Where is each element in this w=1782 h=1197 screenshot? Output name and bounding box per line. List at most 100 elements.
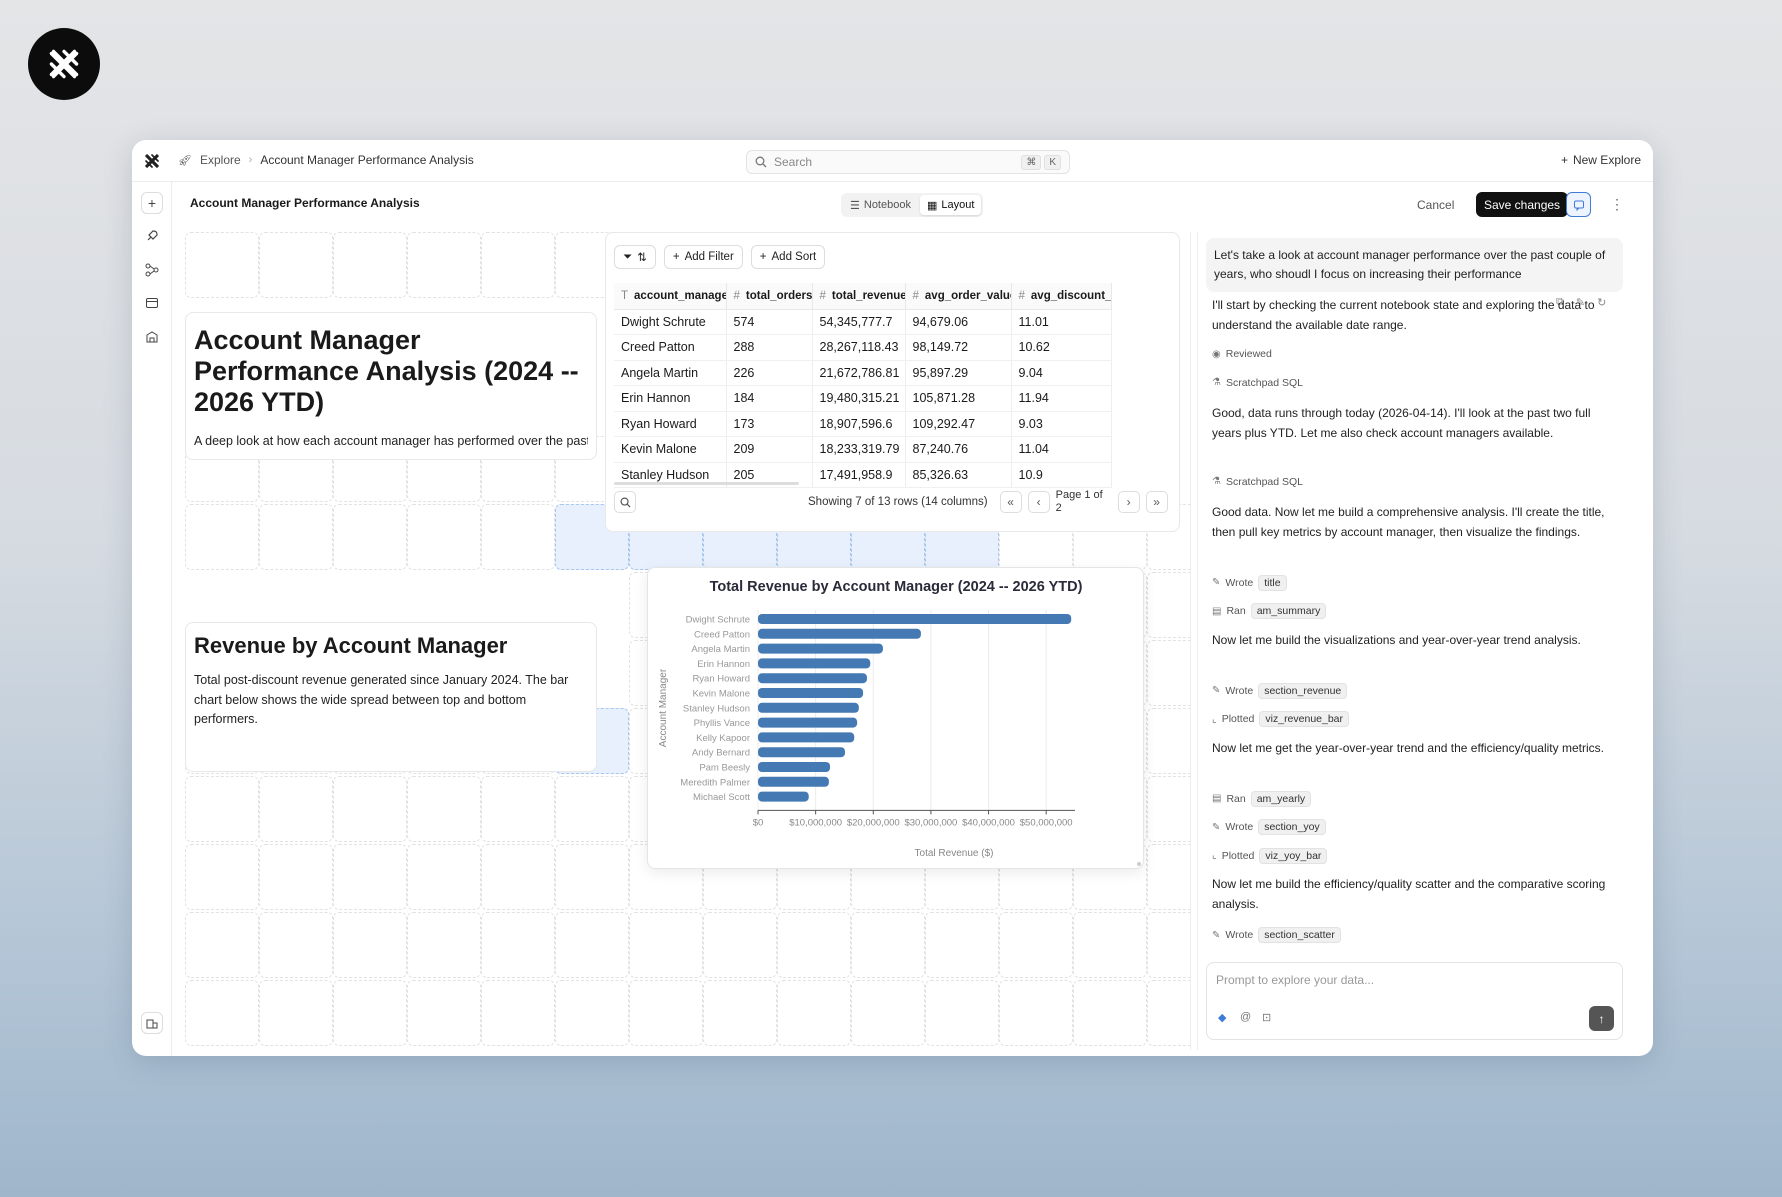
revenue-chart-card[interactable]: Total Revenue by Account Manager (2024 -…	[647, 567, 1144, 869]
breadcrumb-current[interactable]: Account Manager Performance Analysis	[260, 153, 474, 167]
table-cell: 105,871.28	[905, 385, 1012, 412]
workflow-icon[interactable]	[141, 259, 163, 281]
table-row[interactable]: Angela Martin 226 21,672,786.81 95,897.29 9.…	[614, 360, 1112, 386]
tool-call[interactable]: ⚗ Scratchpad SQL	[1212, 377, 1303, 389]
breadcrumb-explore[interactable]: Explore	[199, 153, 241, 167]
tool-call[interactable]: ✎ Wrote section_scatter	[1212, 927, 1341, 943]
table-cell: Kevin Malone	[614, 436, 727, 463]
category-label: Creed Patton	[694, 629, 750, 640]
table-cell: 10.9	[1011, 462, 1112, 488]
add-sort-button[interactable]: + Add Sort	[750, 245, 826, 269]
grid-cell	[1147, 844, 1190, 910]
tool-call[interactable]: ✎ Wrote title	[1212, 574, 1287, 591]
comment-icon[interactable]	[1566, 192, 1591, 217]
grid-cell	[999, 912, 1073, 978]
search-icon	[755, 156, 767, 168]
tool-call[interactable]: ⌞ Plotted viz_yoy_bar	[1212, 847, 1328, 864]
table-row[interactable]: Erin Hannon 184 19,480,315.21 105,871.28 11.…	[614, 385, 1112, 412]
assistant-message: I'll start by checking the current noteb…	[1212, 298, 1595, 332]
last-page-icon[interactable]: »	[1145, 491, 1168, 513]
x-tick-label: $30,000,000	[904, 817, 957, 828]
rocket-nav-icon[interactable]	[141, 225, 163, 247]
chevron-right-icon: ›	[248, 154, 253, 166]
database-icon: ▤	[1212, 793, 1222, 804]
grid-cell	[185, 232, 259, 298]
column-header-avg_discount_pc[interactable]: # avg_discount_pc	[1011, 283, 1112, 310]
copy-icon[interactable]: ⧉	[1556, 296, 1564, 308]
column-header-total_revenue[interactable]: # total_revenue	[812, 283, 906, 310]
bar-meredith-palmer	[758, 776, 829, 787]
category-label: Meredith Palmer	[680, 777, 750, 788]
tool-verb: Scratchpad SQL	[1225, 376, 1304, 389]
agent-icon[interactable]: ◆	[1218, 1012, 1227, 1024]
search-input[interactable]: Search ⌘ K	[746, 150, 1070, 174]
tool-verb: Ran	[1226, 792, 1246, 805]
column-header-avg_order_value[interactable]: # avg_order_value	[905, 283, 1012, 310]
new-explore-button[interactable]: + New Explore	[1561, 153, 1641, 167]
table-row[interactable]: Dwight Schrute 574 54,345,777.7 94,679.06 11…	[614, 309, 1112, 335]
revenue-section-card[interactable]: Revenue by Account Manager Total post-di…	[185, 622, 597, 772]
send-button[interactable]: ↑	[1589, 1006, 1614, 1031]
table-row[interactable]: Ryan Howard 173 18,907,596.6 109,292.47 9.03	[614, 411, 1112, 437]
refresh-icon[interactable]: ↻	[1597, 297, 1607, 309]
tool-call[interactable]: ✎ Wrote section_revenue	[1212, 682, 1348, 699]
more-options-icon[interactable]: ⋮	[1610, 196, 1624, 212]
filter-sort-toggle[interactable]: ⏷ ⇅	[614, 245, 656, 269]
column-type-icon: #	[819, 289, 826, 302]
tool-call[interactable]: ▤ Ran am_summary	[1212, 603, 1327, 619]
assistant-message: Now let me build the efficiency/quality …	[1212, 877, 1606, 911]
add-icon[interactable]: +	[141, 192, 163, 214]
grid-cell	[259, 980, 333, 1046]
tool-call[interactable]: ⌞ Plotted viz_revenue_bar	[1212, 711, 1350, 727]
mention-icon[interactable]: @	[1240, 1011, 1252, 1023]
prompt-box[interactable]: Prompt to explore your data... ◆ @ ⊡ ↑	[1206, 962, 1623, 1040]
tab-layout[interactable]: ▦ Layout	[919, 195, 982, 215]
table-cell: 17,491,958.9	[812, 462, 906, 488]
resize-handle[interactable]	[1137, 862, 1141, 866]
table-row[interactable]: Creed Patton 288 28,267,118.43 98,149.72 10.…	[614, 334, 1112, 361]
table-cell: Dwight Schrute	[614, 309, 727, 335]
table-row[interactable]: Kevin Malone 209 18,233,319.79 87,240.76 11.…	[614, 436, 1112, 463]
brand-logo	[28, 28, 100, 100]
x-axis-label: Total Revenue ($)	[915, 848, 994, 859]
tool-call[interactable]: ⚗ Scratchpad SQL	[1212, 476, 1303, 488]
data-source-icon[interactable]	[141, 292, 163, 314]
attach-icon[interactable]: ⊡	[1262, 1012, 1272, 1024]
tool-call[interactable]: ✎ Wrote section_yoy	[1212, 819, 1326, 835]
plus-icon: +	[672, 251, 680, 263]
horizontal-scrollbar[interactable]	[614, 482, 799, 485]
column-header-total_orders[interactable]: # total_orders	[726, 283, 813, 310]
report-subtitle: A deep look at how each account manager …	[194, 434, 588, 448]
table-search-icon[interactable]	[614, 491, 636, 513]
tool-call[interactable]: ◉ Reviewed	[1212, 348, 1272, 360]
save-button[interactable]: Save changes	[1476, 192, 1569, 217]
cancel-button[interactable]: Cancel	[1417, 198, 1455, 212]
x-tick-label: $20,000,000	[847, 817, 900, 828]
column-type-icon: T	[621, 289, 629, 302]
search-shortcut: ⌘ K	[1021, 154, 1061, 170]
flask-icon: ⚗	[1212, 476, 1221, 487]
edit-icon[interactable]: ✎	[1575, 297, 1586, 309]
prev-page-icon[interactable]: ‹	[1027, 491, 1050, 513]
bar-stanley-hudson	[758, 702, 859, 713]
grid-cell	[185, 504, 259, 570]
layout-canvas: Account Manager Performance Analysis (20…	[182, 232, 1191, 1050]
user-message: Let's take a look at account manager per…	[1206, 238, 1623, 292]
tool-call[interactable]: ▤ Ran am_yearly	[1212, 790, 1312, 807]
next-page-icon[interactable]: ›	[1117, 491, 1140, 513]
assistant-message: Now let me get the year-over-year trend …	[1212, 740, 1604, 755]
prompt-input[interactable]: Prompt to explore your data...	[1216, 973, 1375, 987]
first-page-icon[interactable]: «	[999, 491, 1022, 513]
grid-cell	[407, 912, 481, 978]
app-logo-icon[interactable]	[142, 151, 162, 171]
tool-target-tag: am_summary	[1250, 603, 1327, 619]
building-icon[interactable]	[141, 326, 163, 348]
organization-icon[interactable]	[141, 1012, 163, 1034]
title-card[interactable]: Account Manager Performance Analysis (20…	[185, 312, 597, 460]
tab-notebook[interactable]: ☰ Notebook	[843, 195, 918, 215]
eye-icon: ◉	[1212, 348, 1221, 360]
grid-cell	[1147, 708, 1190, 774]
add-filter-button[interactable]: + Add Filter	[663, 245, 743, 269]
